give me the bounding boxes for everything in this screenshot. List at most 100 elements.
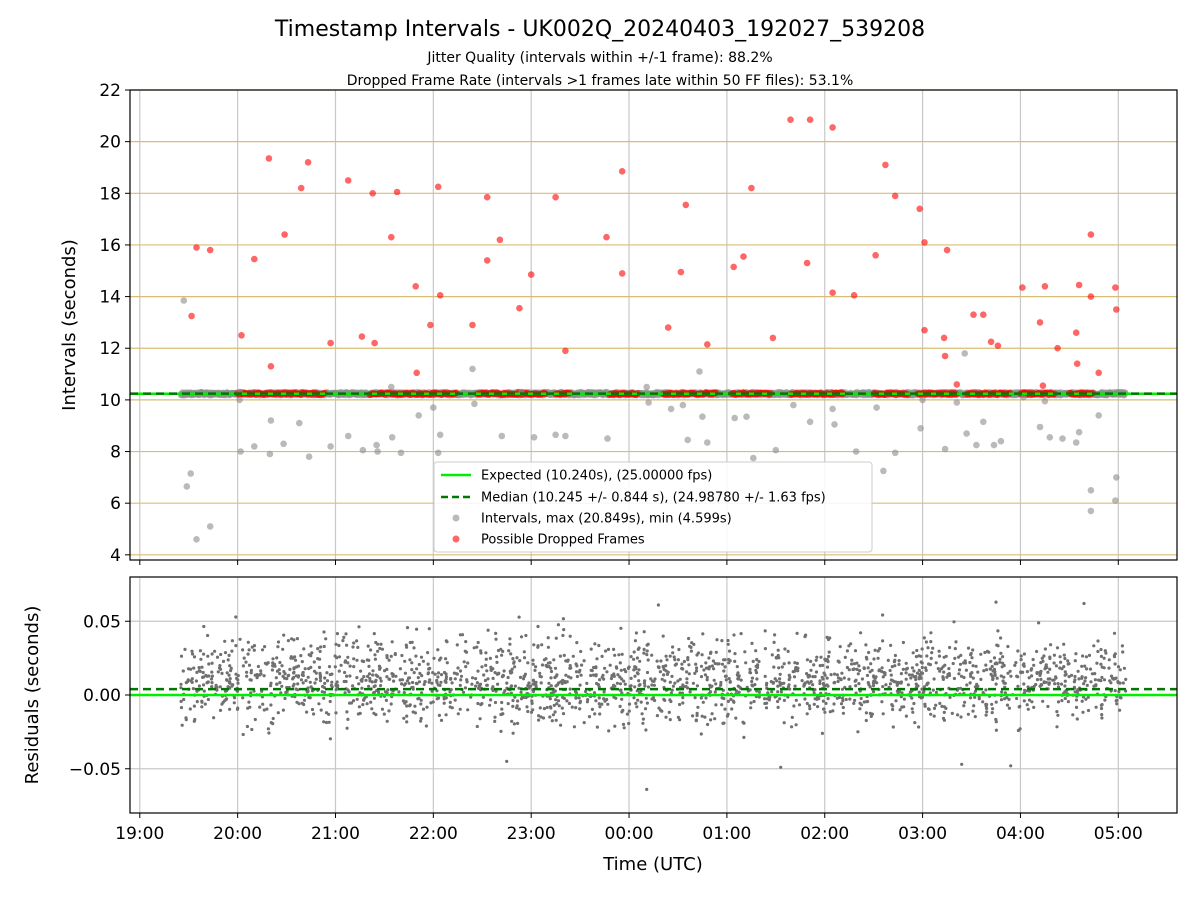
residual-point — [394, 674, 398, 678]
residual-point — [1074, 652, 1078, 656]
intervals-y-tick-label: 20 — [99, 133, 121, 153]
residual-point — [644, 728, 648, 732]
dropped-frame-point — [304, 159, 312, 166]
residual-point — [1083, 664, 1087, 668]
residual-point — [709, 718, 713, 722]
residual-point — [228, 707, 232, 711]
residual-point — [372, 711, 376, 715]
residual-point — [534, 665, 538, 669]
residual-point — [586, 698, 590, 702]
residual-point — [914, 655, 919, 659]
residual-point — [507, 649, 511, 653]
residual-point — [892, 680, 897, 684]
residual-point — [994, 600, 998, 604]
residual-point — [940, 704, 944, 709]
residual-point — [369, 648, 373, 652]
residual-point — [560, 681, 564, 686]
residual-point — [968, 696, 973, 700]
residual-point — [1000, 690, 1004, 694]
residual-point — [383, 669, 387, 673]
residual-point — [1062, 642, 1066, 646]
residual-point — [533, 668, 537, 673]
residual-point — [365, 702, 369, 706]
residual-point — [645, 670, 650, 675]
residual-point — [500, 700, 504, 705]
interval-point — [704, 439, 711, 446]
residual-point — [590, 707, 595, 712]
residual-point — [357, 705, 361, 709]
residual-point — [732, 633, 736, 637]
residual-point — [526, 661, 530, 665]
residual-point — [809, 659, 813, 664]
residual-point — [741, 720, 745, 724]
residual-point — [1001, 661, 1005, 665]
residual-point — [725, 714, 730, 718]
residual-point — [286, 674, 290, 678]
residual-point — [518, 659, 522, 663]
residual-point — [179, 686, 183, 690]
residual-point — [215, 688, 219, 692]
residual-point — [224, 697, 229, 701]
residual-point — [818, 664, 822, 668]
x-tick-label: 21:00 — [311, 824, 360, 844]
interval-point — [731, 414, 738, 422]
residual-point — [1081, 654, 1085, 658]
residual-point — [484, 651, 488, 655]
residual-point — [726, 642, 730, 646]
residual-point — [719, 680, 723, 685]
residual-point — [642, 651, 646, 655]
residual-point — [302, 647, 306, 651]
residual-point — [548, 697, 552, 701]
x-axis-label: Time (UTC) — [602, 854, 703, 875]
residual-point — [292, 666, 296, 670]
residual-point — [197, 669, 201, 673]
interval-point — [1059, 435, 1066, 442]
residual-point — [1045, 665, 1049, 670]
residual-point — [416, 676, 420, 680]
residual-point — [1121, 650, 1125, 654]
residual-point — [756, 663, 760, 667]
dropped-frame-point — [806, 116, 814, 123]
residual-point — [573, 689, 578, 694]
interval-point — [388, 383, 395, 391]
residual-point — [907, 673, 912, 677]
residual-point — [549, 676, 553, 680]
residual-point — [530, 699, 534, 703]
residual-point — [971, 648, 975, 652]
x-tick-label: 20:00 — [213, 824, 262, 844]
residual-point — [234, 615, 238, 619]
residual-point — [202, 683, 206, 687]
residual-point — [407, 704, 412, 708]
residual-point — [703, 673, 708, 677]
residual-point — [723, 707, 727, 711]
residual-point — [184, 718, 188, 722]
residual-point — [847, 677, 851, 681]
dropped-frame-point — [769, 334, 777, 342]
residual-point — [1034, 682, 1038, 687]
interval-point — [206, 523, 214, 530]
x-tick-label: 23:00 — [507, 824, 556, 844]
residual-point — [598, 712, 602, 716]
residual-point — [534, 683, 538, 687]
residual-point — [959, 653, 963, 658]
residual-point — [959, 715, 963, 719]
residual-point — [893, 653, 898, 658]
intervals-y-tick-label: 10 — [99, 391, 121, 411]
residual-point — [579, 673, 583, 677]
residual-point — [417, 680, 421, 684]
residual-point — [495, 655, 499, 659]
residual-point — [419, 719, 423, 723]
residual-point — [427, 667, 431, 671]
residual-point — [773, 633, 777, 637]
residual-point — [279, 691, 283, 695]
dropped-frame-point — [267, 363, 275, 370]
residual-point — [569, 676, 573, 680]
residual-point — [913, 721, 917, 725]
residual-point — [915, 663, 919, 667]
residual-point — [312, 712, 316, 716]
residual-point — [636, 698, 640, 702]
residual-point — [228, 677, 232, 681]
residual-point — [578, 683, 582, 687]
residual-point — [1080, 699, 1084, 703]
residual-point — [325, 679, 330, 683]
